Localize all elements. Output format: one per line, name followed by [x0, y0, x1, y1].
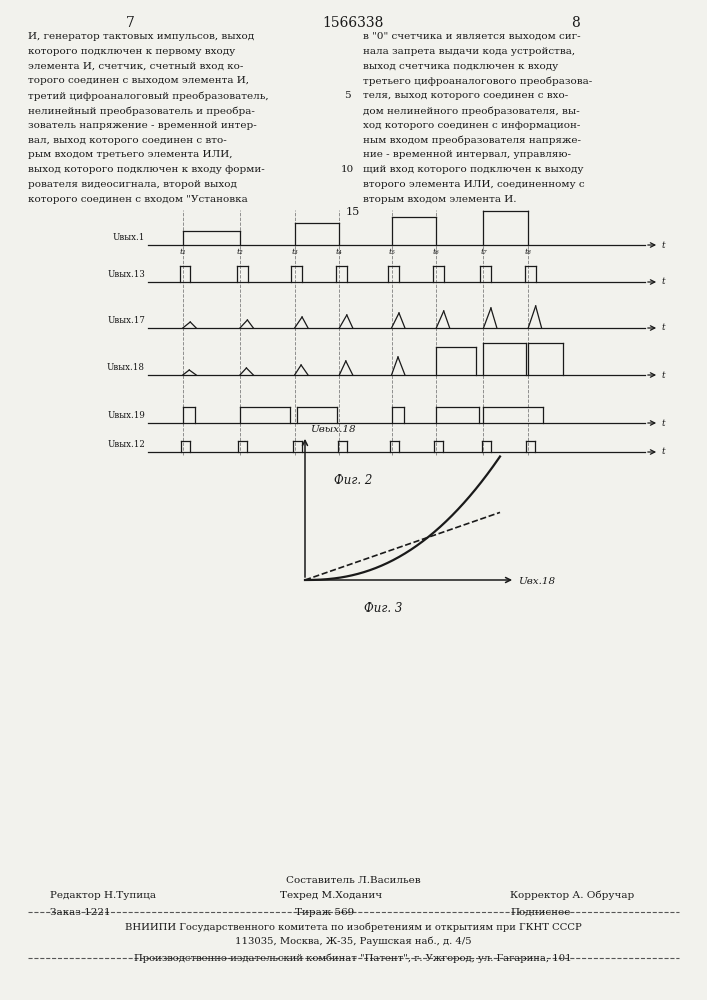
Text: Uвых.18: Uвых.18: [107, 363, 145, 372]
Text: зователь напряжение - временной интер-: зователь напряжение - временной интер-: [28, 121, 257, 130]
Text: Uвых.1: Uвых.1: [112, 233, 145, 242]
Text: элемента И, счетчик, счетный вход ко-: элемента И, счетчик, счетный вход ко-: [28, 62, 243, 71]
Text: Uвых.19: Uвых.19: [107, 411, 145, 420]
Text: Составитель Л.Васильев: Составитель Л.Васильев: [286, 876, 421, 885]
Text: рователя видеосигнала, второй выход: рователя видеосигнала, второй выход: [28, 180, 237, 189]
Text: третьего цифроаналогового преобразова-: третьего цифроаналогового преобразова-: [363, 76, 592, 86]
Text: Корректор А. Обручар: Корректор А. Обручар: [510, 890, 634, 900]
Text: выход которого подключен к входу форми-: выход которого подключен к входу форми-: [28, 165, 264, 174]
Text: которого соединен с входом "Установка: которого соединен с входом "Установка: [28, 195, 247, 204]
Text: теля, выход которого соединен с вхо-: теля, выход которого соединен с вхо-: [363, 91, 568, 100]
Text: Заказ 1221: Заказ 1221: [50, 908, 110, 917]
Text: t₇: t₇: [480, 248, 487, 256]
Text: t₅: t₅: [388, 248, 395, 256]
Text: рым входом третьего элемента ИЛИ,: рым входом третьего элемента ИЛИ,: [28, 150, 233, 159]
Text: Uвых.18: Uвых.18: [310, 425, 356, 434]
Text: вал, выход которого соединен с вто-: вал, выход которого соединен с вто-: [28, 136, 227, 145]
Text: t₁: t₁: [180, 248, 186, 256]
Text: Фиг. 2: Фиг. 2: [334, 474, 372, 487]
Text: t: t: [662, 370, 665, 379]
Text: t: t: [662, 418, 665, 428]
Text: которого подключен к первому входу: которого подключен к первому входу: [28, 47, 235, 56]
Text: Редактор Н.Тупица: Редактор Н.Тупица: [50, 891, 156, 900]
Text: t: t: [662, 240, 665, 249]
Text: дом нелинейного преобразователя, вы-: дом нелинейного преобразователя, вы-: [363, 106, 580, 115]
Text: третий цифроаналоговый преобразователь,: третий цифроаналоговый преобразователь,: [28, 91, 269, 101]
Text: выход счетчика подключен к входу: выход счетчика подключен к входу: [363, 62, 559, 71]
Text: И, генератор тактовых импульсов, выход: И, генератор тактовых импульсов, выход: [28, 32, 254, 41]
Text: Техред М.Ходанич: Техред М.Ходанич: [280, 891, 382, 900]
Text: 1566338: 1566338: [322, 16, 384, 30]
Text: t₈: t₈: [525, 248, 532, 256]
Text: 113035, Москва, Ж-35, Раушская наб., д. 4/5: 113035, Москва, Ж-35, Раушская наб., д. …: [235, 936, 472, 946]
Text: t₆: t₆: [433, 248, 440, 256]
Text: ние - временной интервал, управляю-: ние - временной интервал, управляю-: [363, 150, 571, 159]
Text: Производственно-издательский комбинат "Патент", г. Ужгород, ул. Гагарина, 101: Производственно-издательский комбинат "П…: [134, 954, 572, 963]
Text: в "0" счетчика и является выходом сиг-: в "0" счетчика и является выходом сиг-: [363, 32, 580, 41]
Text: Фиг. 3: Фиг. 3: [364, 602, 402, 615]
Text: Uвых.12: Uвых.12: [107, 440, 145, 449]
Text: 5: 5: [344, 91, 350, 100]
Text: нала запрета выдачи кода устройства,: нала запрета выдачи кода устройства,: [363, 47, 575, 56]
Text: щий вход которого подключен к выходу: щий вход которого подключен к выходу: [363, 165, 583, 174]
Text: 8: 8: [571, 16, 579, 30]
Text: t₂: t₂: [237, 248, 243, 256]
Text: 7: 7: [126, 16, 134, 30]
Text: Тираж 569: Тираж 569: [295, 908, 354, 917]
Text: второго элемента ИЛИ, соединенному с: второго элемента ИЛИ, соединенному с: [363, 180, 585, 189]
Text: t: t: [662, 324, 665, 332]
Text: 15: 15: [346, 207, 360, 217]
Text: t: t: [662, 448, 665, 456]
Text: Подписное: Подписное: [510, 908, 571, 917]
Text: t₄: t₄: [336, 248, 343, 256]
Text: ВНИИПИ Государственного комитета по изобретениям и открытиям при ГКНТ СССР: ВНИИПИ Государственного комитета по изоб…: [124, 922, 581, 932]
Text: ным входом преобразователя напряже-: ным входом преобразователя напряже-: [363, 136, 581, 145]
Text: вторым входом элемента И.: вторым входом элемента И.: [363, 195, 517, 204]
Text: Uвx.18: Uвx.18: [518, 576, 555, 585]
Text: нелинейный преобразователь и преобра-: нелинейный преобразователь и преобра-: [28, 106, 255, 115]
Text: t₃: t₃: [291, 248, 298, 256]
Text: Uвых.13: Uвых.13: [107, 270, 145, 279]
Text: Uвых.17: Uвых.17: [107, 316, 145, 325]
Text: 10: 10: [340, 165, 354, 174]
Text: торого соединен с выходом элемента И,: торого соединен с выходом элемента И,: [28, 76, 249, 85]
Text: ход которого соединен с информацион-: ход которого соединен с информацион-: [363, 121, 580, 130]
Text: t: t: [662, 277, 665, 286]
